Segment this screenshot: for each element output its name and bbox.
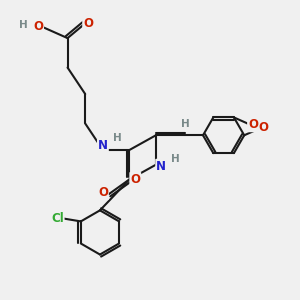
Text: O: O bbox=[130, 173, 140, 186]
Text: O: O bbox=[258, 122, 268, 134]
Text: H: H bbox=[181, 119, 190, 129]
Text: Cl: Cl bbox=[51, 212, 64, 225]
Text: H: H bbox=[171, 154, 179, 164]
Text: O: O bbox=[98, 186, 108, 199]
Text: O: O bbox=[248, 118, 258, 131]
Text: N: N bbox=[98, 139, 108, 152]
Text: O: O bbox=[33, 20, 43, 33]
Text: H: H bbox=[19, 20, 28, 30]
Text: N: N bbox=[156, 160, 166, 173]
Text: O: O bbox=[83, 17, 93, 30]
Text: H: H bbox=[113, 133, 122, 143]
